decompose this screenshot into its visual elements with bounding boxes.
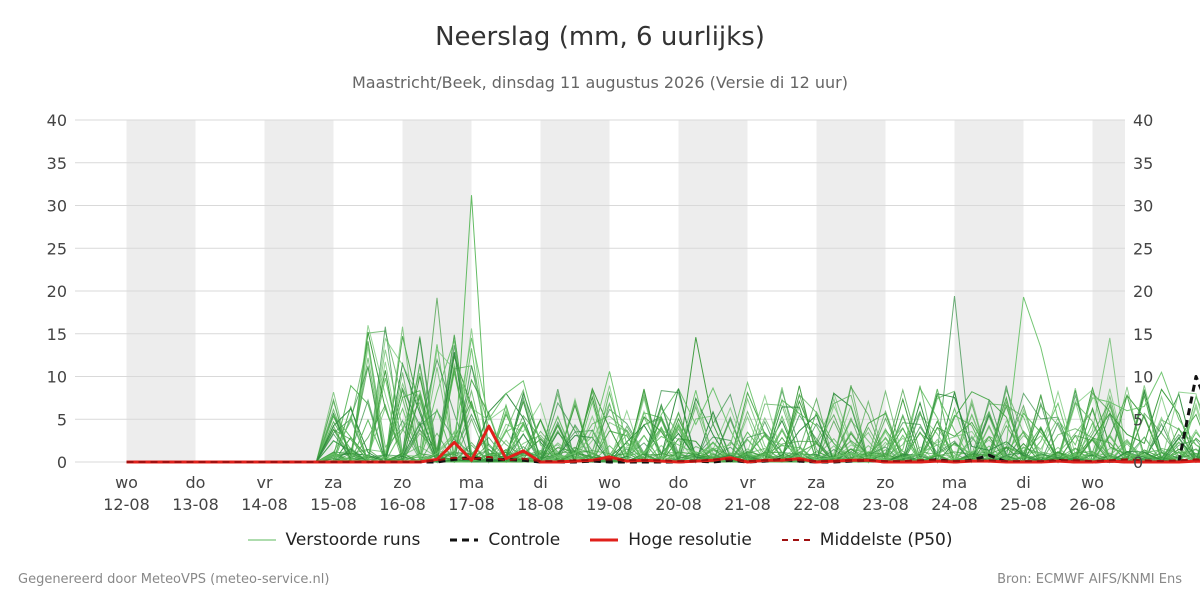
legend: Verstoorde runs Controle Hoge resolutie … — [0, 530, 1200, 550]
footer-source: Bron: ECMWF AIFS/KNMI Ens — [997, 572, 1182, 587]
x-tick-day: wo — [115, 473, 138, 492]
y-tick-label-left: 10 — [47, 368, 67, 387]
x-tick-date: 21-08 — [724, 495, 771, 514]
x-tick-day: vr — [256, 473, 272, 492]
legend-label: Controle — [488, 530, 561, 550]
x-tick-day: wo — [598, 473, 621, 492]
legend-item-control[interactable]: Controle — [450, 530, 560, 550]
x-tick-date: 20-08 — [655, 495, 702, 514]
x-tick-date: 16-08 — [379, 495, 426, 514]
x-tick-date: 25-08 — [1000, 495, 1047, 514]
y-tick-label-right: 10 — [1133, 368, 1153, 387]
y-tick-label-left: 25 — [47, 239, 67, 258]
median-p50-line — [126, 455, 1200, 463]
y-tick-label-right: 35 — [1133, 154, 1153, 173]
y-tick-label-right: 15 — [1133, 325, 1153, 344]
x-tick-day: di — [1016, 473, 1031, 492]
x-tick-day: zo — [876, 473, 894, 492]
y-tick-label-right: 30 — [1133, 197, 1153, 216]
legend-label: Verstoorde runs — [285, 530, 421, 550]
legend-swatch-perturbed — [247, 539, 276, 541]
chart-subtitle: Maastricht/Beek, dinsdag 11 augustus 202… — [351, 73, 848, 92]
x-tick-date: 22-08 — [793, 495, 840, 514]
y-tick-label-right: 25 — [1133, 239, 1153, 258]
legend-swatch-median — [781, 539, 810, 541]
x-tick-date: 14-08 — [241, 495, 288, 514]
legend-label: Middelste (P50) — [819, 530, 953, 550]
y-tick-label-left: 0 — [57, 453, 67, 472]
y-axis-left: 0 5 10 15 20 25 30 35 40 — [47, 111, 67, 472]
x-tick-day: di — [533, 473, 548, 492]
x-tick-day: ma — [459, 473, 484, 492]
x-tick-date: 13-08 — [172, 495, 219, 514]
x-tick-date: 15-08 — [310, 495, 357, 514]
y-tick-label-left: 15 — [47, 325, 67, 344]
x-tick-day: za — [324, 473, 342, 492]
x-tick-date: 18-08 — [517, 495, 564, 514]
legend-item-high-res[interactable]: Hoge resolutie — [590, 530, 752, 550]
x-tick-day: do — [669, 473, 689, 492]
x-tick-day: do — [186, 473, 206, 492]
x-tick-day: za — [807, 473, 825, 492]
footer-generated-by: Gegenereerd door MeteoVPS (meteo-service… — [18, 572, 330, 587]
y-axis-right: 0 5 10 15 20 25 30 35 40 — [1133, 111, 1153, 472]
legend-item-perturbed[interactable]: Verstoorde runs — [247, 530, 421, 550]
y-tick-label-right: 20 — [1133, 282, 1153, 301]
legend-label: Hoge resolutie — [628, 530, 752, 550]
x-tick-day: wo — [1081, 473, 1104, 492]
x-tick-date: 17-08 — [448, 495, 495, 514]
legend-item-median[interactable]: Middelste (P50) — [781, 530, 953, 550]
y-tick-label-left: 40 — [47, 111, 67, 130]
main-series — [126, 375, 1200, 464]
x-tick-day: ma — [942, 473, 967, 492]
y-tick-label-right: 0 — [1133, 453, 1143, 472]
x-tick-day: zo — [393, 473, 411, 492]
x-tick-day: vr — [739, 473, 755, 492]
x-tick-date: 12-08 — [103, 495, 150, 514]
y-tick-label-right: 40 — [1133, 111, 1153, 130]
chart-title: Neerslag (mm, 6 uurlijks) — [435, 22, 765, 52]
y-tick-label-left: 35 — [47, 154, 67, 173]
x-tick-date: 26-08 — [1069, 495, 1116, 514]
legend-swatch-high-res — [590, 538, 619, 542]
y-tick-label-left: 20 — [47, 282, 67, 301]
x-axis: wo 12-08 do 13-08 vr 14-08 za 15-08 zo 16-08 ma 17-… — [103, 473, 1116, 514]
legend-swatch-control — [450, 538, 479, 542]
y-tick-label-left: 30 — [47, 197, 67, 216]
y-tick-label-right: 5 — [1133, 410, 1143, 429]
x-tick-date: 23-08 — [862, 495, 909, 514]
x-tick-date: 24-08 — [931, 495, 978, 514]
x-tick-date: 19-08 — [586, 495, 633, 514]
y-tick-label-left: 5 — [57, 410, 67, 429]
